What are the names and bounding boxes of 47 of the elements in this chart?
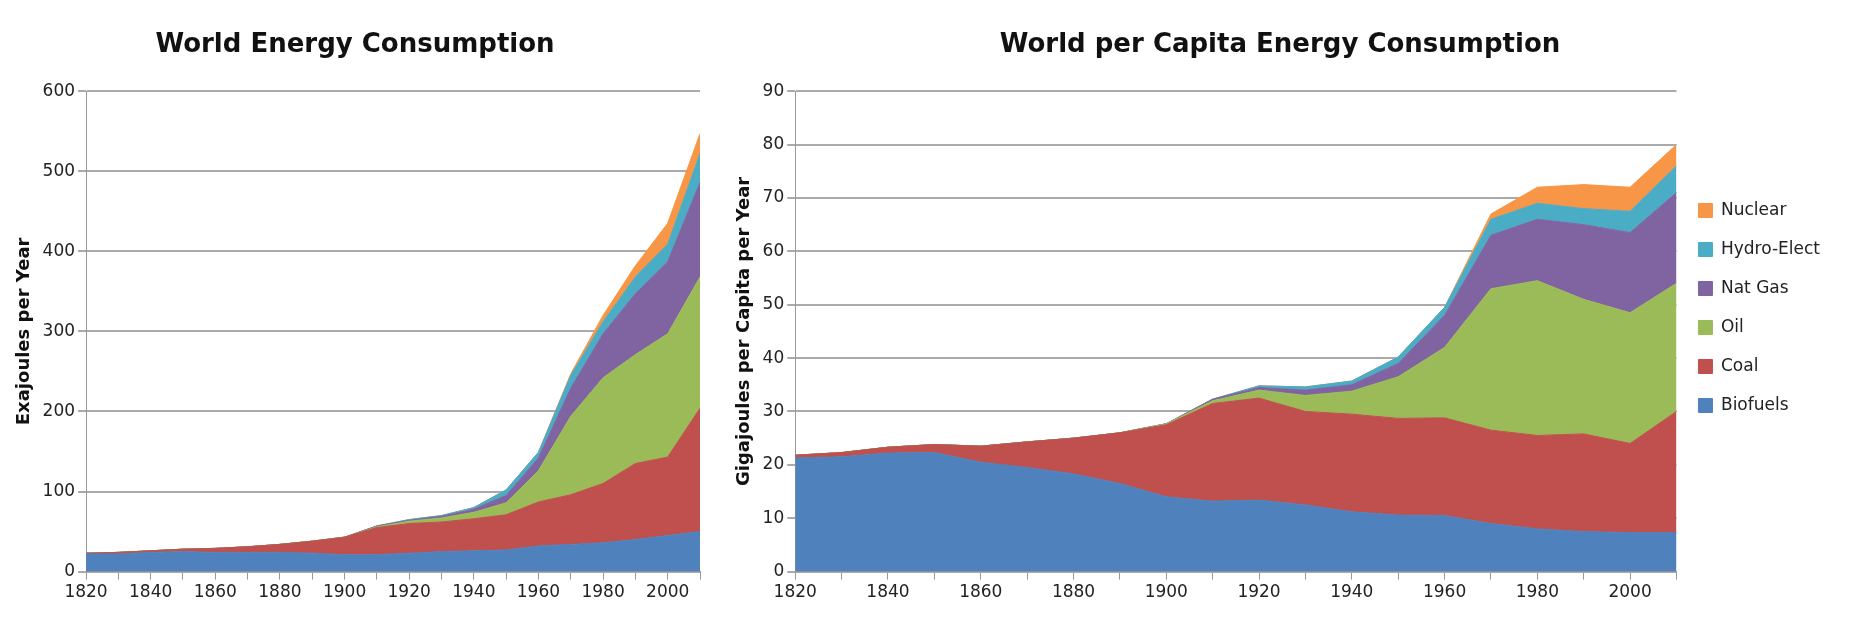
- y-tick-label: 600: [42, 79, 76, 100]
- x-tick-label: 1880: [258, 581, 302, 602]
- y-tick-label: 400: [42, 239, 76, 260]
- y-tick-label: 300: [42, 319, 76, 340]
- x-tick-label: 1920: [387, 581, 431, 602]
- y-tick-label: 10: [762, 506, 785, 527]
- x-tick-label: 1820: [773, 581, 817, 602]
- y-tick-label: 60: [762, 239, 785, 260]
- x-tick-label: 1960: [516, 581, 561, 602]
- y-tick-label: 0: [773, 560, 785, 581]
- y-tick-label: 50: [762, 293, 785, 314]
- x-tick-label: 1900: [322, 581, 367, 602]
- y-axis-title: Gigajoules per Capita per Year: [732, 176, 754, 486]
- x-tick-label: 1920: [1237, 581, 1281, 602]
- legend-label: Nuclear: [1720, 198, 1787, 219]
- y-tick-label: 0: [64, 560, 76, 581]
- chart-title: World per Capita Energy Consumption: [999, 28, 1561, 59]
- y-tick-label: 100: [42, 479, 76, 500]
- x-tick-label: 1820: [64, 581, 108, 602]
- legend-label: Nat Gas: [1720, 276, 1789, 297]
- legend-label: Biofuels: [1720, 393, 1789, 414]
- x-tick-label: 1860: [193, 581, 237, 602]
- legend-label: Oil: [1720, 315, 1744, 336]
- y-tick-label: 200: [42, 399, 76, 420]
- x-tick-label: 2000: [646, 581, 690, 602]
- y-axis-title: Exajoules per Year: [12, 237, 34, 426]
- x-tick-label: 1980: [581, 581, 625, 602]
- y-tick-label: 20: [762, 453, 785, 474]
- x-tick-label: 1940: [1330, 581, 1374, 602]
- y-tick-label: 70: [762, 186, 785, 207]
- y-tick-label: 40: [762, 346, 785, 367]
- y-tick-label: 30: [762, 399, 785, 420]
- x-tick-label: 1840: [129, 581, 173, 602]
- x-tick-label: 1840: [866, 581, 910, 602]
- chart-title: World Energy Consumption: [155, 28, 555, 59]
- x-tick-label: 1960: [1422, 581, 1467, 602]
- legend-label: Hydro-Elect: [1720, 237, 1821, 258]
- x-tick-label: 1980: [1515, 581, 1559, 602]
- x-tick-label: 1900: [1144, 581, 1188, 602]
- x-tick-label: 2000: [1608, 581, 1652, 602]
- x-tick-label: 1860: [959, 581, 1003, 602]
- x-tick-label: 1940: [452, 581, 496, 602]
- x-tick-label: 1880: [1051, 581, 1096, 602]
- y-tick-label: 80: [762, 133, 785, 153]
- y-tick-label: 500: [42, 159, 76, 180]
- y-tick-label: 90: [762, 79, 785, 100]
- legend-label: Coal: [1720, 354, 1759, 375]
